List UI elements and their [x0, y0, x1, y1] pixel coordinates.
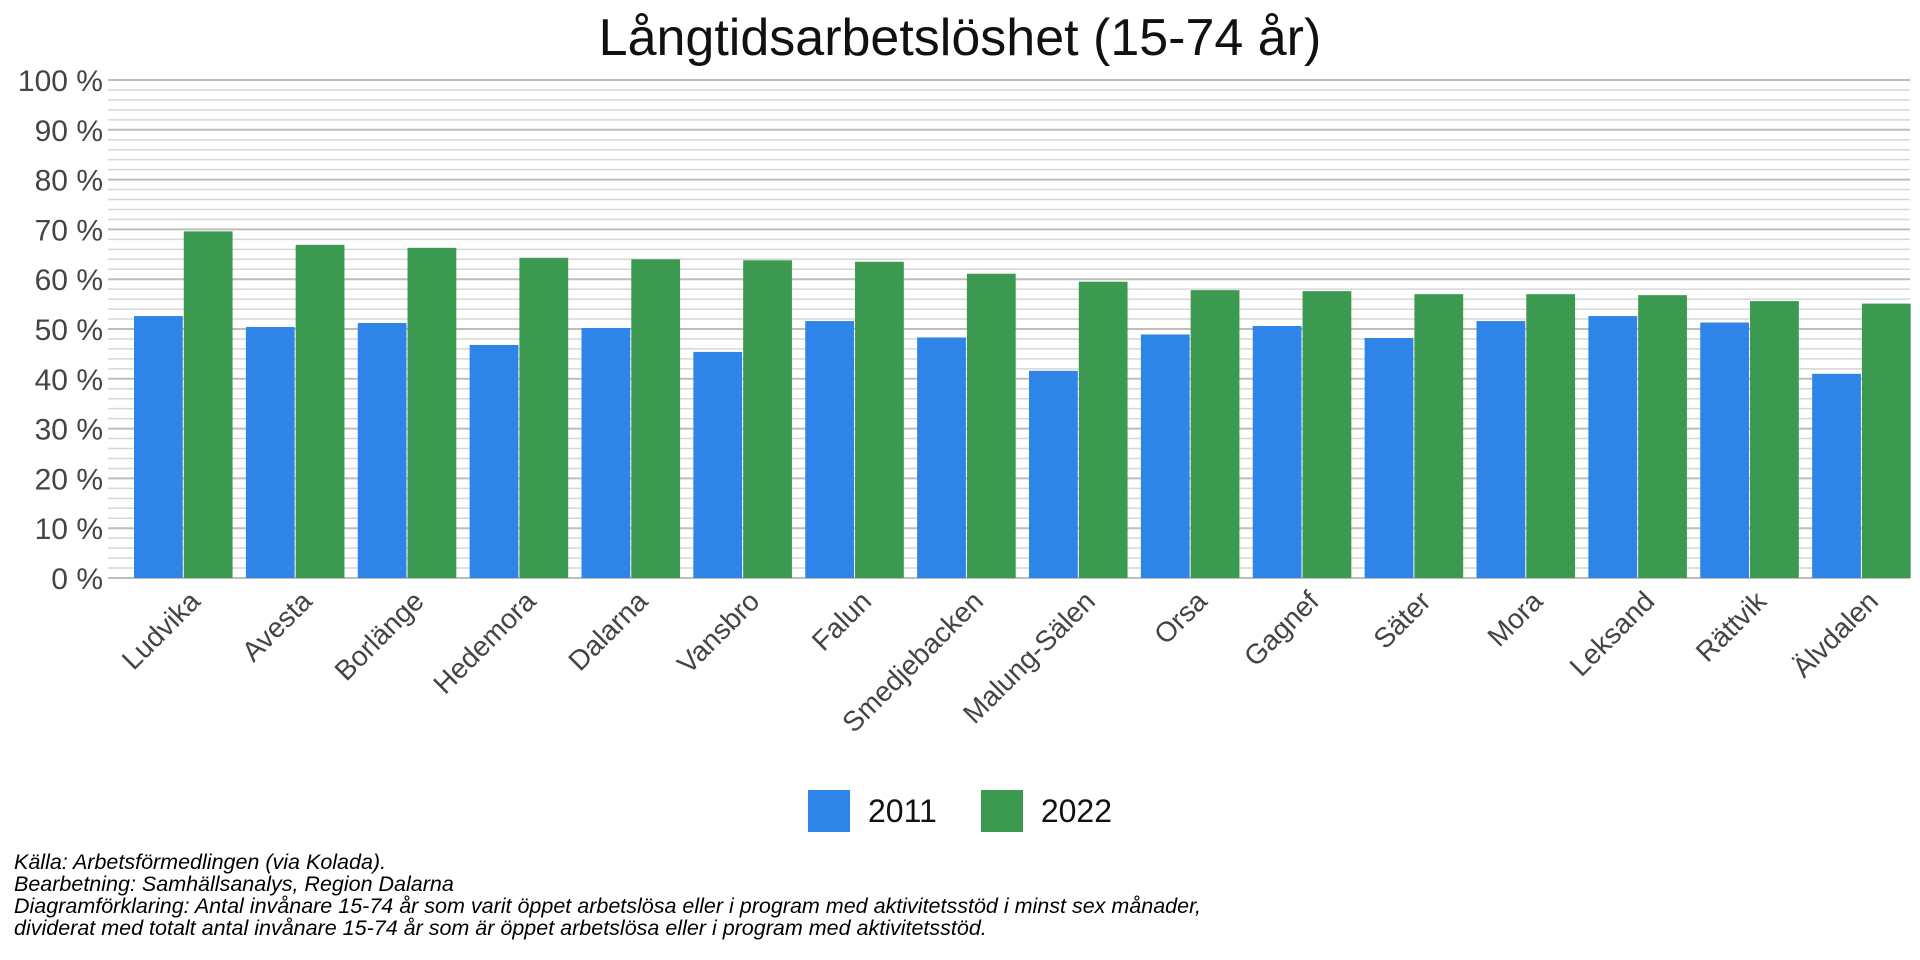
- bar-2011-Älvdalen: [1812, 373, 1861, 578]
- bar-2022-Säter: [1414, 294, 1464, 578]
- legend-swatch-2022: [980, 790, 1023, 832]
- x-tick-label: Borlänge: [329, 585, 430, 686]
- y-tick-label: 90 %: [35, 115, 103, 148]
- bar-2011-Gagnef: [1252, 326, 1302, 578]
- y-tick-label: 10 %: [35, 513, 103, 546]
- y-tick-label: 80 %: [35, 165, 103, 198]
- bar-2022-Mora: [1526, 294, 1576, 578]
- x-tick-label: Ludvika: [116, 585, 206, 675]
- x-tick-label: Dalarna: [562, 585, 654, 677]
- note-explanation-1: Diagramförklaring: Antal invånare 15-74 …: [14, 894, 1202, 918]
- legend: 2011 2022: [0, 790, 1920, 832]
- y-tick-label: 100 %: [18, 65, 103, 98]
- bar-2022-Avesta: [295, 244, 345, 578]
- bar-2022-Malung-Sälen: [1078, 281, 1128, 578]
- legend-label-2022: 2022: [1040, 792, 1112, 829]
- bar-2011-Vansbro: [693, 351, 743, 578]
- y-axis-ticks: 0 % 10 % 20 % 30 % 40 % 50 % 60 % 70 % 80 % 90 % 1…: [18, 65, 103, 596]
- x-tick-label: Leksand: [1564, 585, 1661, 682]
- bars: [134, 231, 1911, 579]
- bar-2011-Avesta: [245, 327, 295, 578]
- x-tick-label: Falun: [806, 585, 877, 656]
- legend-item-2022: 2022: [980, 790, 1112, 832]
- y-tick-label: 20 %: [35, 463, 103, 496]
- x-tick-label: Mora: [1481, 585, 1548, 652]
- x-tick-label: Hedemora: [427, 585, 542, 700]
- bar-2022-Rättvik: [1750, 301, 1799, 578]
- bar-2022-Vansbro: [743, 260, 792, 578]
- bar-2011-Rättvik: [1700, 322, 1750, 578]
- x-tick-label: Gagnef: [1238, 585, 1325, 672]
- bar-2011-Ludvika: [134, 316, 183, 578]
- bar-2011-Hedemora: [469, 344, 519, 578]
- bar-2011-Orsa: [1140, 334, 1190, 578]
- chart-title: Långtidsarbetslöshet (15-74 år): [598, 9, 1322, 67]
- note-explanation-2: dividerat med totalt antal invånare 15-7…: [14, 916, 987, 940]
- bar-2011-Säter: [1364, 337, 1414, 578]
- x-tick-label: Vansbro: [671, 585, 765, 679]
- bar-2022-Hedemora: [519, 257, 569, 578]
- bar-2011-Falun: [805, 321, 855, 578]
- bar-2011-Borlänge: [357, 323, 407, 578]
- bar-2022-Falun: [855, 261, 904, 578]
- bar-2022-Dalarna: [631, 259, 681, 578]
- y-tick-label: 50 %: [35, 314, 103, 347]
- x-tick-label: Orsa: [1148, 585, 1213, 650]
- y-tick-label: 30 %: [35, 414, 103, 447]
- y-tick-label: 70 %: [35, 214, 103, 247]
- bar-2022-Borlänge: [407, 247, 457, 579]
- bar-2011-Leksand: [1588, 316, 1638, 578]
- note-source: Källa: Arbetsförmedlingen (via Kolada).: [14, 850, 387, 874]
- bar-2011-Malung-Sälen: [1029, 370, 1078, 578]
- source-notes: Källa: Arbetsförmedlingen (via Kolada). …: [14, 851, 1201, 939]
- bar-2022-Smedjebacken: [966, 273, 1016, 578]
- bar-2022-Gagnef: [1302, 291, 1352, 578]
- bar-2022-Ludvika: [183, 231, 233, 578]
- bar-2011-Smedjebacken: [917, 337, 966, 578]
- x-tick-label: Älvdalen: [1786, 585, 1884, 683]
- x-tick-label: Avesta: [236, 585, 318, 667]
- bar-2022-Orsa: [1190, 290, 1240, 578]
- x-tick-label: Säter: [1367, 585, 1436, 654]
- bar-2011-Mora: [1476, 321, 1526, 578]
- x-tick-label: Rättvik: [1690, 585, 1773, 668]
- bar-2011-Dalarna: [581, 328, 631, 578]
- note-processing: Bearbetning: Samhällsanalys, Region Dala…: [14, 872, 454, 896]
- y-tick-label: 60 %: [35, 264, 103, 297]
- bar-2022-Älvdalen: [1861, 303, 1911, 578]
- y-tick-label: 0 %: [51, 563, 103, 596]
- bar-2022-Leksand: [1638, 295, 1687, 578]
- legend-swatch-2011: [808, 790, 850, 832]
- legend-label-2011: 2011: [868, 792, 937, 829]
- legend-item-2011: 2011: [808, 790, 937, 832]
- y-tick-label: 40 %: [35, 364, 103, 397]
